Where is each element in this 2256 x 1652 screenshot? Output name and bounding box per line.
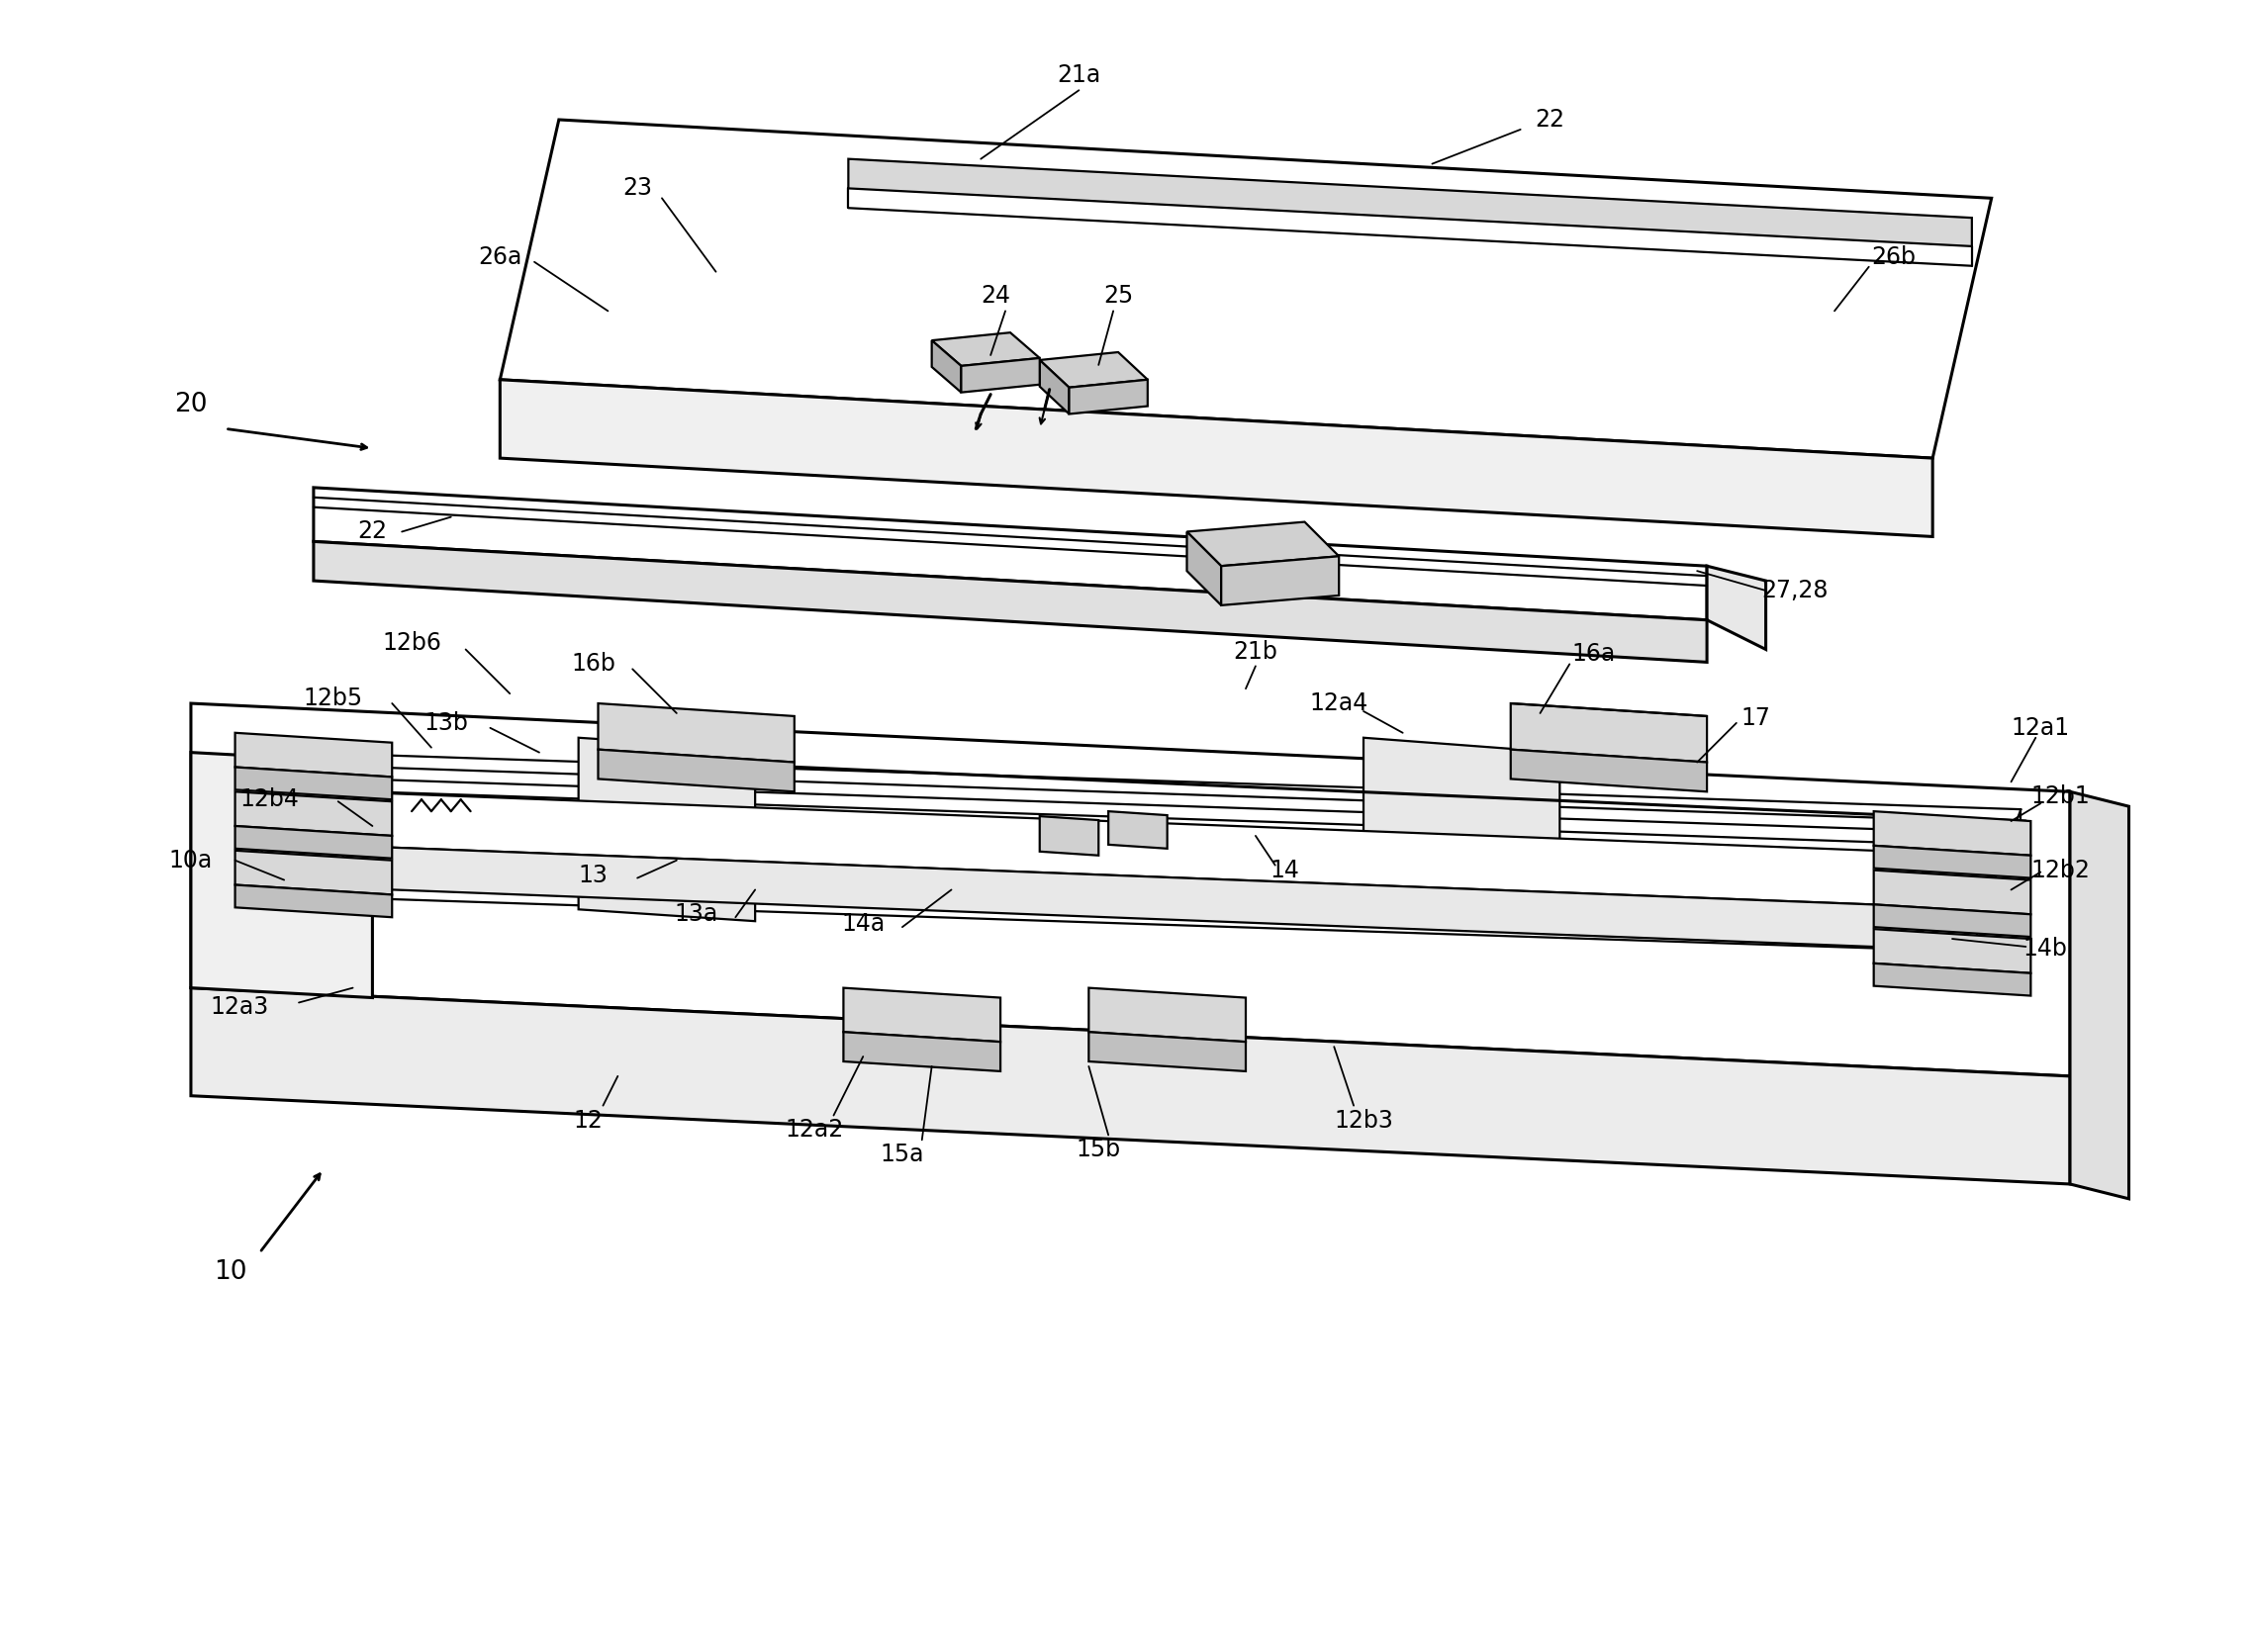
Text: 12a4: 12a4 bbox=[1311, 692, 1369, 715]
Polygon shape bbox=[1875, 928, 2030, 973]
Text: 16b: 16b bbox=[571, 653, 616, 676]
Polygon shape bbox=[1512, 750, 1708, 791]
Text: 12b3: 12b3 bbox=[1333, 1108, 1394, 1132]
Polygon shape bbox=[235, 767, 393, 800]
Polygon shape bbox=[1512, 704, 1708, 762]
Polygon shape bbox=[1090, 988, 1245, 1042]
Text: 12a2: 12a2 bbox=[785, 1118, 844, 1142]
Text: 12: 12 bbox=[573, 1108, 602, 1132]
Text: 12a3: 12a3 bbox=[210, 996, 268, 1019]
Text: 13: 13 bbox=[578, 864, 609, 887]
Polygon shape bbox=[932, 340, 961, 393]
Polygon shape bbox=[1875, 905, 2030, 937]
Text: 21b: 21b bbox=[1234, 641, 1277, 664]
Text: 12b1: 12b1 bbox=[2030, 785, 2089, 808]
Polygon shape bbox=[844, 988, 999, 1042]
Polygon shape bbox=[501, 119, 1992, 458]
Polygon shape bbox=[1187, 522, 1340, 567]
Polygon shape bbox=[1875, 811, 2030, 856]
Polygon shape bbox=[598, 750, 794, 791]
Polygon shape bbox=[235, 826, 393, 859]
Polygon shape bbox=[1220, 557, 1340, 605]
Polygon shape bbox=[1708, 567, 1766, 649]
Polygon shape bbox=[1363, 738, 1559, 919]
Text: 14a: 14a bbox=[841, 912, 884, 937]
Polygon shape bbox=[1512, 704, 1708, 715]
Polygon shape bbox=[1875, 846, 2030, 877]
Text: 12b5: 12b5 bbox=[305, 687, 363, 710]
Polygon shape bbox=[1875, 963, 2030, 996]
Text: 26b: 26b bbox=[1870, 244, 1915, 269]
Polygon shape bbox=[1069, 380, 1148, 415]
Text: 15b: 15b bbox=[1076, 1138, 1121, 1161]
Polygon shape bbox=[235, 851, 393, 895]
Polygon shape bbox=[1040, 352, 1148, 388]
Text: 10a: 10a bbox=[169, 849, 212, 872]
Text: 16a: 16a bbox=[1572, 643, 1615, 666]
Polygon shape bbox=[314, 542, 1708, 662]
Text: 15a: 15a bbox=[880, 1143, 925, 1166]
Polygon shape bbox=[932, 332, 1040, 365]
Polygon shape bbox=[1108, 811, 1166, 849]
Polygon shape bbox=[1187, 532, 1220, 605]
Polygon shape bbox=[192, 988, 2071, 1184]
Text: 23: 23 bbox=[623, 177, 652, 200]
Text: 22: 22 bbox=[1534, 107, 1566, 132]
Polygon shape bbox=[1875, 871, 2030, 914]
Text: 10: 10 bbox=[214, 1259, 246, 1285]
Text: 14b: 14b bbox=[2024, 937, 2069, 960]
Polygon shape bbox=[1040, 360, 1069, 415]
Text: 26a: 26a bbox=[478, 244, 521, 269]
Text: 22: 22 bbox=[359, 520, 388, 544]
Polygon shape bbox=[961, 358, 1040, 393]
Text: 12b4: 12b4 bbox=[239, 788, 300, 811]
Text: 12b6: 12b6 bbox=[381, 631, 442, 654]
Text: 13a: 13a bbox=[675, 902, 717, 927]
Text: 14: 14 bbox=[1270, 859, 1299, 882]
Polygon shape bbox=[343, 846, 1922, 948]
Text: 21a: 21a bbox=[1058, 64, 1101, 88]
Polygon shape bbox=[235, 733, 393, 776]
Polygon shape bbox=[192, 752, 372, 998]
Text: 12b2: 12b2 bbox=[2030, 859, 2089, 882]
Text: 25: 25 bbox=[1103, 284, 1133, 309]
Polygon shape bbox=[598, 704, 794, 762]
Polygon shape bbox=[844, 1032, 999, 1070]
Polygon shape bbox=[1090, 1032, 1245, 1070]
Text: 24: 24 bbox=[981, 284, 1011, 309]
Polygon shape bbox=[343, 791, 1922, 907]
Polygon shape bbox=[235, 885, 393, 917]
Polygon shape bbox=[578, 738, 756, 922]
Polygon shape bbox=[848, 159, 1972, 246]
Polygon shape bbox=[501, 380, 1933, 537]
Polygon shape bbox=[1040, 816, 1099, 856]
Polygon shape bbox=[235, 791, 393, 836]
Polygon shape bbox=[2071, 791, 2130, 1199]
Polygon shape bbox=[192, 704, 2071, 1075]
Text: 12a1: 12a1 bbox=[2012, 715, 2069, 740]
Polygon shape bbox=[314, 487, 1708, 620]
Text: 13b: 13b bbox=[424, 710, 469, 735]
Text: 17: 17 bbox=[1742, 705, 1771, 730]
Text: 27,28: 27,28 bbox=[1762, 578, 1830, 603]
Text: 20: 20 bbox=[174, 392, 208, 416]
